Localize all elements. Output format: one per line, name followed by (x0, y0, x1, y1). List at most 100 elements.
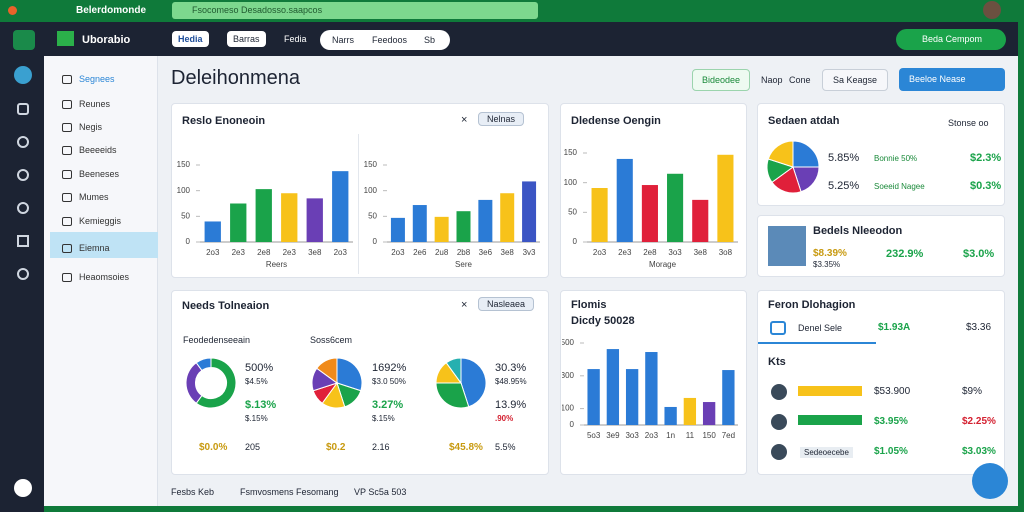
bar (456, 211, 471, 242)
list-right: $3.03% (962, 446, 996, 457)
button[interactable]: Naop (761, 75, 783, 85)
rail-icon[interactable] (14, 66, 32, 84)
x-tick-label: 150 (702, 431, 716, 440)
button[interactable]: Cone (789, 75, 811, 85)
sidebar-item[interactable]: Reunes (79, 99, 111, 109)
x-tick-label: 2o3 (391, 248, 405, 257)
bar (625, 369, 639, 425)
pie-slice (435, 382, 470, 409)
x-tick-label: 3v3 (523, 248, 536, 257)
sidebar-item[interactable]: Mumes (79, 192, 109, 202)
sub: .90% (495, 414, 514, 423)
section-title: Kts (768, 356, 786, 368)
foot: $0.0% (199, 442, 228, 453)
y-tick-label: 100 (562, 404, 575, 413)
x-tick-label: 3e9 (606, 431, 620, 440)
close[interactable]: × (461, 299, 468, 311)
sidebar-icon (62, 146, 72, 155)
pct: 30.3% (495, 362, 527, 374)
sidebar-icon (62, 244, 72, 253)
url-bar[interactable]: Fsocomeso Desadosso.saapcos (172, 2, 538, 19)
legend-name: Bonnie 50% (874, 154, 918, 163)
pct: 232.9% (886, 248, 924, 260)
bar (281, 193, 298, 242)
card-title: Flomis (571, 299, 607, 311)
sub: $4.5% (245, 377, 268, 386)
close-icon[interactable] (14, 479, 32, 497)
chart: 0 100 300 500 5o3 3e9 3o3 2o3 1n 11 150 7ed (562, 338, 738, 440)
list-right: $9% (962, 386, 983, 397)
divider (758, 342, 876, 344)
sidebar-icon (62, 170, 72, 179)
pill-tab[interactable]: Narrs (332, 35, 354, 45)
pct: 5.25% (828, 180, 860, 192)
chart (435, 357, 487, 409)
action-button[interactable]: Beda Cempom (896, 29, 1006, 50)
card: Bedels Nleeodon $8.39% $3.35% 232.9% $3.… (757, 215, 1005, 277)
avatar[interactable] (983, 1, 1001, 19)
chart: 0 50 100 150 2o3 2e3 2e8 2e3 3e8 2o3 Reers (177, 160, 353, 269)
rail-icon[interactable] (17, 136, 29, 148)
avatar (771, 414, 787, 430)
fab[interactable] (972, 463, 1008, 499)
sidebar-item[interactable]: Eiemna (79, 243, 110, 253)
sidebar-item[interactable]: Negis (79, 122, 103, 132)
link[interactable]: Stonse oo (948, 118, 989, 128)
sidebar-item[interactable]: Beeneses (79, 169, 120, 179)
list-label: Sedeoecebe (800, 447, 853, 458)
x-tick-label: 2e3 (283, 248, 297, 257)
card-title: Dledense Oengin (571, 115, 661, 127)
rail-icon[interactable] (17, 202, 29, 214)
bar (702, 402, 716, 425)
y-tick-label: 0 (373, 237, 378, 246)
rail-icon[interactable] (17, 169, 29, 181)
rail-icon[interactable] (17, 235, 29, 247)
y-tick-label: 150 (564, 148, 578, 157)
bar (616, 158, 633, 242)
pie-slice (195, 357, 237, 409)
bar (664, 406, 677, 425)
window-dot[interactable] (8, 6, 17, 15)
bar (667, 173, 684, 242)
chart (766, 140, 820, 194)
bar (500, 193, 515, 242)
footer-text: Fesbs Keb (171, 487, 215, 497)
sidebar-item[interactable]: Kemieggis (79, 216, 122, 226)
value: $0.3% (970, 180, 1002, 192)
sub: $.15% (372, 414, 395, 423)
button[interactable]: Bideodee (692, 69, 751, 91)
y-tick-label: 150 (177, 160, 191, 169)
y-tick-label: 0 (570, 420, 575, 429)
bar (587, 369, 600, 425)
filter[interactable]: Nelnas (478, 112, 525, 126)
card-title: Bedels Nleeodon (813, 225, 903, 237)
button[interactable]: Beeloe Nease (899, 68, 1005, 91)
button[interactable]: Sa Keagse (822, 69, 889, 91)
tab[interactable]: Hedia (172, 31, 209, 47)
x-tick-label: 3e8 (501, 248, 515, 257)
bar (478, 199, 493, 242)
filter[interactable]: Nasleaea (478, 297, 535, 311)
card-title: Sedaen atdah (768, 115, 840, 127)
tab[interactable]: Fedia (284, 34, 307, 44)
sidebar-item[interactable]: Heaomsoies (79, 272, 130, 282)
sidebar-item[interactable]: Beeeeids (79, 145, 117, 155)
app-header: Uborabio Hedia Barras Fedia Narrs Feedoo… (0, 22, 1018, 56)
tab[interactable]: Barras (227, 31, 266, 47)
x-tick-label: 2e3 (618, 248, 632, 257)
x-axis-label: Morage (649, 260, 677, 269)
y-tick-label: 300 (562, 371, 575, 380)
pill-tab[interactable]: Sb (424, 35, 436, 45)
close[interactable]: × (461, 114, 468, 126)
foot: $45.8% (449, 442, 483, 453)
tab-title[interactable]: Belerdomonde (76, 5, 147, 16)
pill-tab[interactable]: Feedoos (372, 35, 408, 45)
sidebar-item[interactable]: Segnees (79, 74, 115, 84)
bar (522, 181, 537, 242)
bar (230, 203, 247, 242)
value: $2.3% (970, 152, 1002, 164)
rail-icon[interactable] (17, 103, 29, 115)
bar (390, 217, 405, 242)
menu-icon[interactable] (13, 30, 35, 50)
rail-icon[interactable] (17, 268, 29, 280)
